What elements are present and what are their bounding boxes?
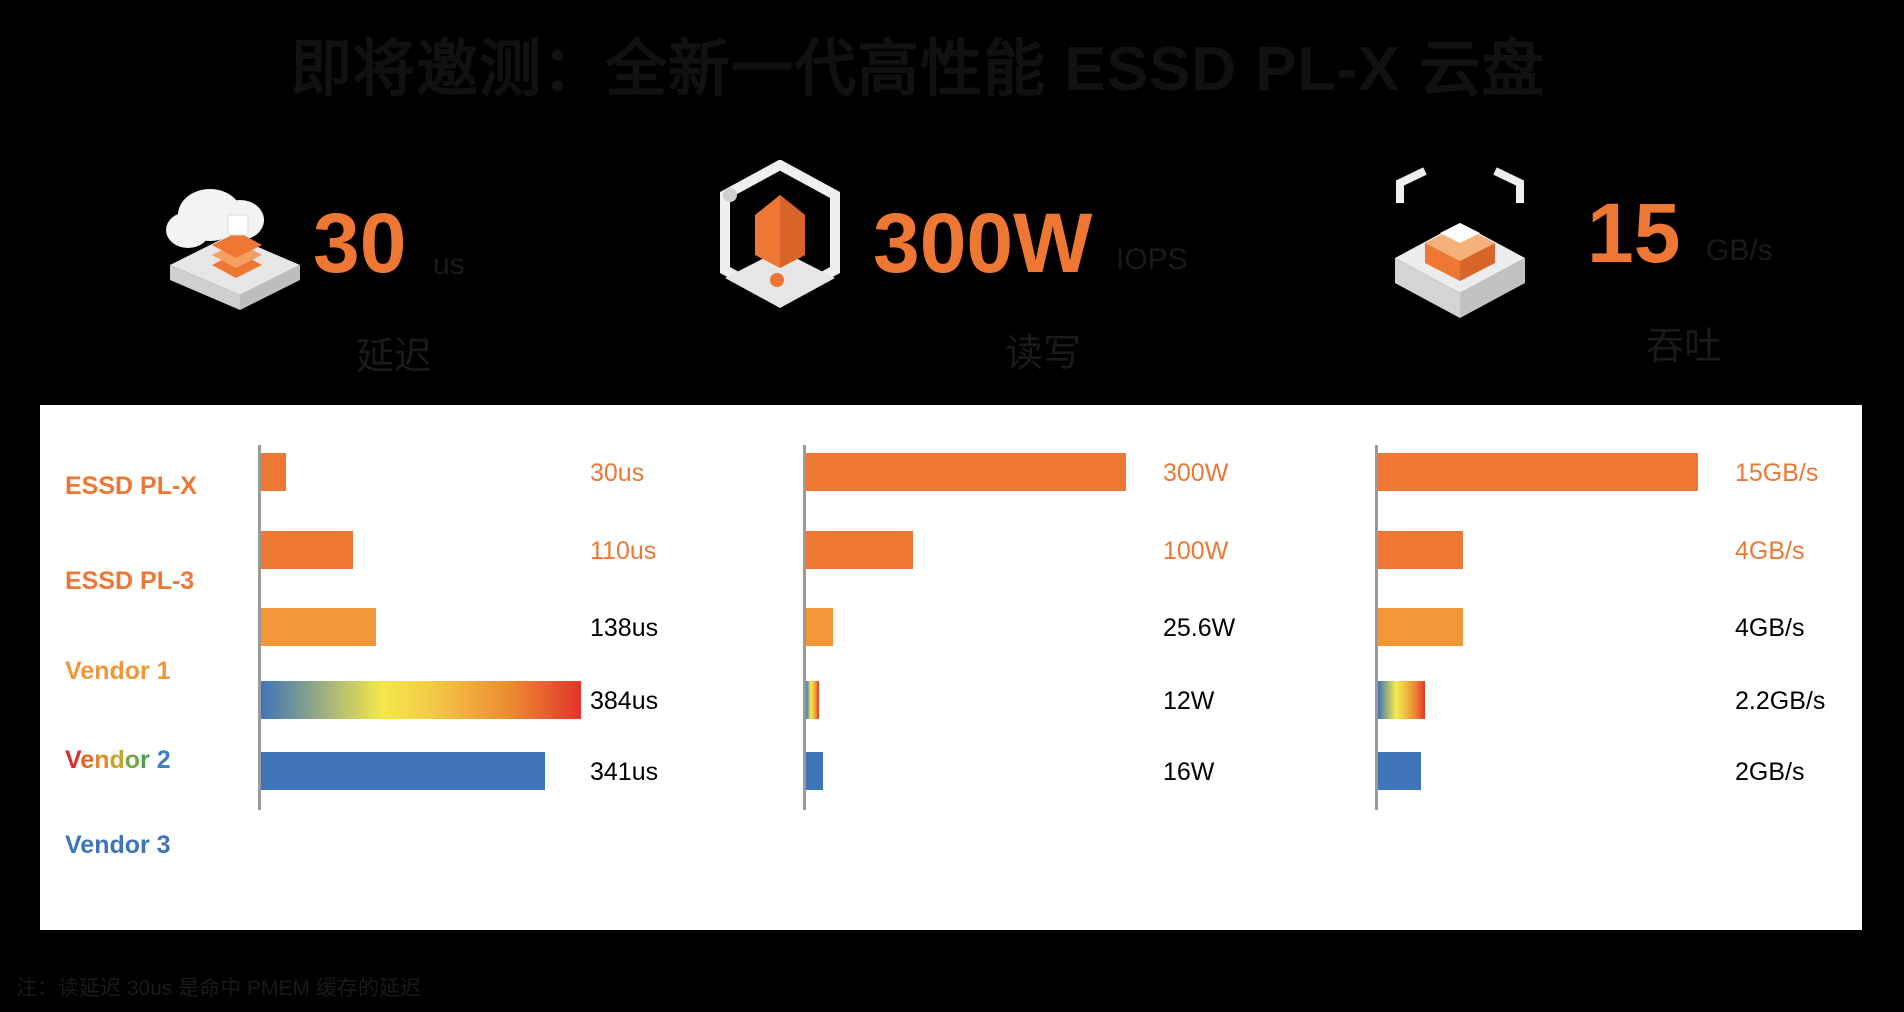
bar xyxy=(806,531,913,569)
value-label: 4GB/s xyxy=(1735,614,1805,642)
category-label: ESSD PL-3 xyxy=(65,567,195,595)
bar xyxy=(261,681,581,719)
cloud-server-icon xyxy=(150,170,310,335)
stat-latency-caption: 延迟 xyxy=(356,336,433,378)
value-label: 12W xyxy=(1163,687,1215,715)
page-title: 即将邀测：全新一代高性能 ESSD PL-X 云盘 xyxy=(290,35,1545,104)
value-label: 138us xyxy=(590,614,659,642)
category-label-rainbow: Vendor 2 xyxy=(65,746,171,774)
bar xyxy=(806,752,824,790)
stat-throughput-unit: GB/s xyxy=(1706,234,1773,267)
value-label: 25.6W xyxy=(1163,614,1236,642)
value-label: 300W xyxy=(1163,459,1229,487)
category-label: Vendor 3 xyxy=(65,831,171,859)
value-label: 30us xyxy=(590,459,645,487)
bar xyxy=(806,453,1126,491)
stat-throughput-caption: 吞吐 xyxy=(1646,326,1723,368)
value-label: 100W xyxy=(1163,537,1229,565)
stat-iops-value: 300W xyxy=(873,196,1093,290)
bar xyxy=(1378,531,1464,569)
axis-line xyxy=(803,445,806,810)
bar xyxy=(261,608,376,646)
value-label: 2.2GB/s xyxy=(1735,687,1826,715)
value-label: 16W xyxy=(1163,758,1215,786)
bar xyxy=(261,752,546,790)
bar xyxy=(1378,608,1464,646)
bar xyxy=(1378,752,1421,790)
comparison-chart: ESSD PL-X ESSD PL-3 Vendor 1 Vendor 2 Ve… xyxy=(40,405,1862,930)
bar xyxy=(806,681,819,719)
category-label: ESSD PL-X xyxy=(65,472,197,500)
value-label: 341us xyxy=(590,758,659,786)
axis-line xyxy=(1375,445,1378,810)
stat-latency-unit: us xyxy=(433,248,465,281)
value-label: 4GB/s xyxy=(1735,537,1805,565)
bar xyxy=(261,453,286,491)
category-label: Vendor 1 xyxy=(65,657,171,685)
bar xyxy=(1378,681,1425,719)
bar xyxy=(1378,453,1698,491)
value-label: 110us xyxy=(590,537,657,565)
stat-latency-value: 30 xyxy=(313,196,407,290)
bar xyxy=(806,608,834,646)
value-label: 15GB/s xyxy=(1735,459,1819,487)
stat-iops-caption: 读写 xyxy=(1005,333,1082,375)
stat-iops-unit: IOPS xyxy=(1116,243,1188,276)
hexagon-house-icon xyxy=(715,159,845,325)
axis-line xyxy=(258,445,261,810)
value-label: 2GB/s xyxy=(1735,758,1805,786)
value-label: 384us xyxy=(590,687,659,715)
bar xyxy=(261,531,353,569)
cube-chip-icon xyxy=(1385,163,1535,328)
stat-throughput-value: 15 xyxy=(1587,186,1681,280)
footnote: 注：读延迟 30us 是命中 PMEM 缓存的延迟 xyxy=(16,977,421,1000)
